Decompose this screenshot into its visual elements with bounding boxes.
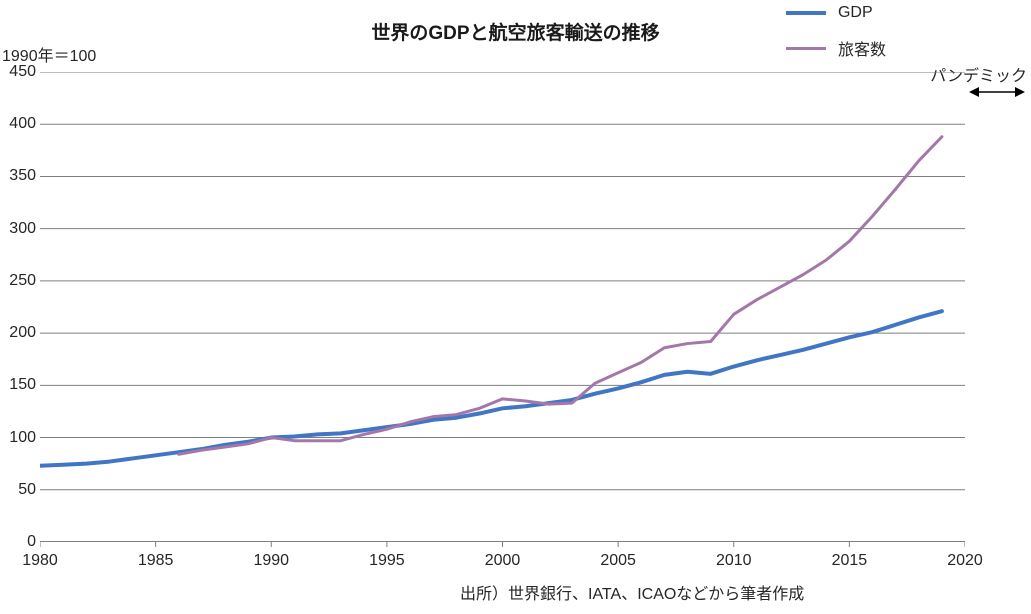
x-tick-label: 1990 [247, 552, 295, 570]
chart-container: 世界のGDPと航空旅客輸送の推移 1990年＝100 GDP 旅客数 パンデミッ… [0, 0, 1031, 614]
legend-label-gdp: GDP [838, 4, 873, 22]
legend-item-passengers: 旅客数 [786, 36, 886, 60]
x-tick-label: 1985 [132, 552, 180, 570]
legend-item-gdp: GDP [786, 4, 886, 22]
legend: GDP 旅客数 [786, 4, 886, 74]
y-tick-label: 300 [2, 220, 36, 238]
x-tick-label: 1980 [16, 552, 64, 570]
y-tick-label: 250 [2, 272, 36, 290]
x-tick-label: 2005 [594, 552, 642, 570]
y-tick-label: 100 [2, 429, 36, 447]
y-tick-label: 450 [2, 63, 36, 81]
y-tick-label: 150 [2, 376, 36, 394]
y-tick-label: 50 [2, 481, 36, 499]
y-tick-label: 400 [2, 115, 36, 133]
x-tick-label: 2010 [710, 552, 758, 570]
source-citation: 出所）世界銀行、IATA、ICAOなどから筆者作成 [460, 580, 804, 604]
y-tick-label: 350 [2, 167, 36, 185]
legend-swatch-passengers [786, 47, 826, 50]
x-tick-label: 1995 [363, 552, 411, 570]
y-tick-label: 200 [2, 324, 36, 342]
x-tick-label: 2000 [479, 552, 527, 570]
y-tick-label: 0 [2, 533, 36, 551]
plot-area [40, 72, 965, 550]
legend-label-passengers: 旅客数 [838, 36, 886, 60]
legend-swatch-gdp [786, 11, 826, 15]
x-tick-label: 2015 [825, 552, 873, 570]
x-tick-label: 2020 [941, 552, 989, 570]
pandemic-arrow-icon [969, 84, 1025, 100]
